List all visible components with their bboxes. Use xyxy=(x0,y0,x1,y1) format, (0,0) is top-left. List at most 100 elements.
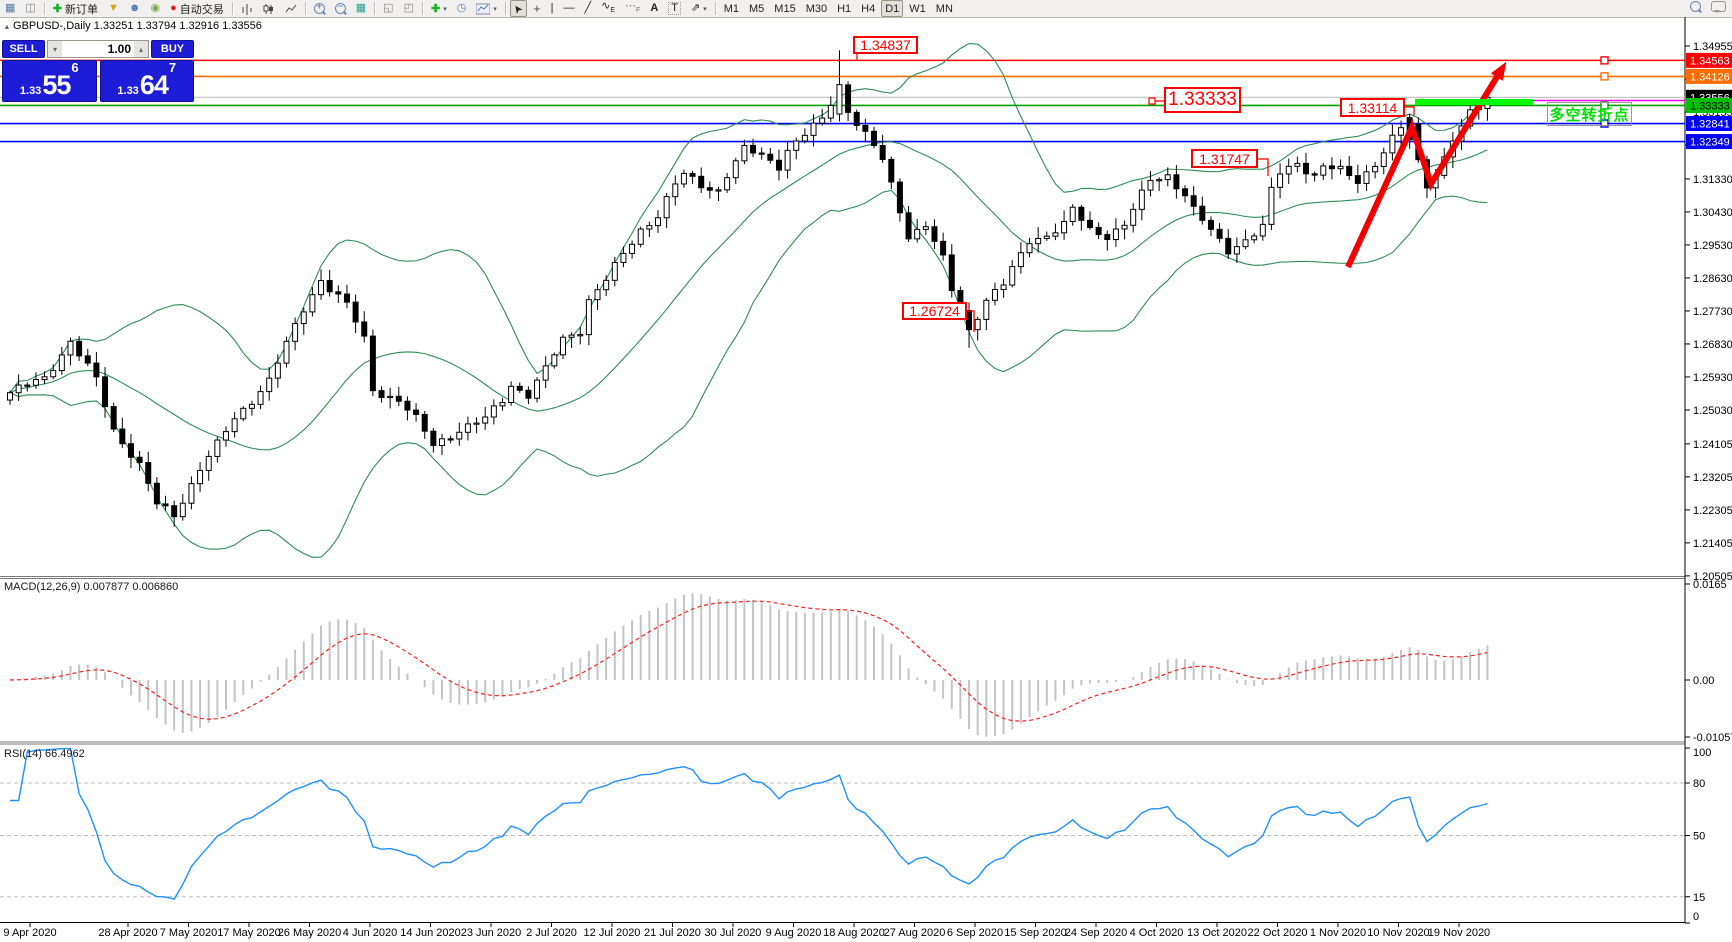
date-tick-label: 21 Jul 2020 xyxy=(644,927,701,939)
timeframe-button-h4[interactable]: H4 xyxy=(861,2,876,15)
horizontal-line-tool-icon[interactable]: — xyxy=(563,2,575,14)
date-tick-label: 30 Jul 2020 xyxy=(705,927,762,939)
timeframe-button-m30[interactable]: M30 xyxy=(805,2,828,15)
svg-text:1.27730: 1.27730 xyxy=(1693,306,1732,318)
date-tick-label: 24 Sep 2020 xyxy=(1065,927,1127,939)
new-chart-icon[interactable]: ▦ xyxy=(5,2,16,14)
line-chart-type-icon[interactable] xyxy=(281,0,301,17)
svg-text:50: 50 xyxy=(1693,831,1705,843)
price-annotation-1_31747[interactable]: 1.31747 xyxy=(1191,149,1258,168)
templates-icon[interactable]: ▾ xyxy=(472,0,501,17)
sell-price[interactable]: 1.33 55 6 xyxy=(2,60,97,102)
zoom-in-icon[interactable]: + xyxy=(310,0,329,17)
timeframe-button-m15[interactable]: M15 xyxy=(774,2,796,15)
buy-price-point: 7 xyxy=(168,60,177,75)
rsi-label: RSI(14) 66.4962 xyxy=(4,748,85,760)
svg-text:0: 0 xyxy=(1693,911,1699,923)
svg-text:1.21405: 1.21405 xyxy=(1693,538,1732,550)
date-tick-label: 26 May 2020 xyxy=(278,927,342,939)
buy-price[interactable]: 1.33 64 7 xyxy=(99,60,194,102)
chart-profiles-icon[interactable]: ◫ xyxy=(25,2,36,14)
date-tick-label: 6 Sep 2020 xyxy=(947,927,1003,939)
date-tick-label: 14 Jun 2020 xyxy=(400,927,461,939)
date-tick-label: 22 Oct 2020 xyxy=(1248,927,1308,939)
volume-decrease-button[interactable]: ▾ xyxy=(48,41,62,57)
buy-price-pips: 64 xyxy=(139,70,169,100)
svg-text:1.32349: 1.32349 xyxy=(1690,137,1730,149)
price-annotation-1_26724[interactable]: 1.26724 xyxy=(902,302,967,320)
svg-text:1.29530: 1.29530 xyxy=(1693,240,1732,252)
toolbar-separator xyxy=(43,2,45,15)
timeframe-button-m5[interactable]: M5 xyxy=(749,2,765,15)
bollinger-bands xyxy=(9,43,1488,558)
macd-label: MACD(12,26,9) 0.007877 0.006860 xyxy=(4,581,179,593)
history-center-icon[interactable]: ▼ xyxy=(108,2,119,14)
crosshair-tool-icon[interactable]: + xyxy=(533,1,541,16)
autotrading-button[interactable]: ● 自动交易 xyxy=(170,2,224,16)
trend-arrow[interactable] xyxy=(1345,61,1507,269)
date-tick-label: 7 May 2020 xyxy=(160,927,217,939)
green-level-bar[interactable] xyxy=(1415,99,1533,105)
chat-icon[interactable] xyxy=(1711,1,1726,13)
svg-text:1.25030: 1.25030 xyxy=(1693,405,1732,417)
fibonacci-tool-icon[interactable]: ⋯F xyxy=(625,0,641,15)
toolbar: ▦ ◫ ✚ 新订单 ▼ ☻ ◉ ● 自动交易 + − ▦ ◱ ◰ ✚ ▾ ◷ ▾ ➤ + | — ╱ ∿E ⋯F A T ⇗ ▾ M1 M5… xyxy=(0,0,1732,18)
volume-input[interactable] xyxy=(62,41,134,57)
svg-text:1.20505: 1.20505 xyxy=(1693,571,1732,583)
bar-chart-type-icon[interactable] xyxy=(237,0,257,17)
svg-text:1.33333: 1.33333 xyxy=(1690,100,1730,112)
date-tick-label: 28 Apr 2020 xyxy=(98,927,157,939)
timeframe-button-d1[interactable]: D1 xyxy=(881,0,904,17)
timeframe-button-mn[interactable]: MN xyxy=(935,2,953,15)
date-tick-label: 4 Oct 2020 xyxy=(1130,927,1184,939)
community-icon[interactable]: ☻ xyxy=(128,2,141,14)
trendline-tool-icon[interactable]: ╱ xyxy=(584,2,592,14)
date-tick-label: 23 Jun 2020 xyxy=(461,927,522,939)
sell-button[interactable]: SELL xyxy=(2,40,45,58)
date-tick-label: 2 Jul 2020 xyxy=(526,927,577,939)
buy-button[interactable]: BUY xyxy=(151,40,194,58)
svg-text:1.24105: 1.24105 xyxy=(1693,439,1732,451)
text-label-tool-icon[interactable]: T xyxy=(664,0,685,17)
timeframe-button-h1[interactable]: H1 xyxy=(837,2,852,15)
timeframe-button-m1[interactable]: M1 xyxy=(723,2,740,15)
cascade-charts-icon[interactable]: ◰ xyxy=(403,2,414,14)
svg-text:1.34563: 1.34563 xyxy=(1690,55,1730,67)
arrows-tool-icon[interactable]: ⇗ ▾ xyxy=(691,2,707,14)
rsi-indicator: 100 80 50 15 0 xyxy=(0,747,1711,924)
arrange-charts-icon[interactable]: ◱ xyxy=(383,2,394,14)
signals-icon[interactable]: ◉ xyxy=(150,2,161,14)
price-annotation-1_34837[interactable]: 1.34837 xyxy=(853,36,918,54)
price-chart-canvas[interactable]: 1.349551.340551.331551.322551.313301.304… xyxy=(0,17,1732,942)
tile-windows-icon[interactable]: ▦ xyxy=(355,2,367,14)
period-clock-icon[interactable]: ◷ xyxy=(456,2,467,14)
zoom-out-icon[interactable]: − xyxy=(331,0,350,17)
date-tick-label: 15 Sep 2020 xyxy=(1004,927,1066,939)
svg-text:1.23205: 1.23205 xyxy=(1693,472,1732,484)
horizontal-lines[interactable] xyxy=(0,56,1685,143)
collapse-panel-icon[interactable]: ▴ xyxy=(5,21,10,31)
add-indicator-button[interactable]: ✚ ▾ xyxy=(430,3,447,15)
svg-text:1.32841: 1.32841 xyxy=(1690,119,1730,131)
date-axis[interactable]: 9 Apr 2020 28 Apr 2020 7 May 2020 17 May 20… xyxy=(3,922,1490,939)
text-tool-icon[interactable]: A xyxy=(650,2,659,14)
svg-text:0.00: 0.00 xyxy=(1693,675,1714,687)
vertical-line-tool-icon[interactable]: | xyxy=(550,2,554,14)
candlestick-type-icon[interactable] xyxy=(259,0,279,17)
timeframe-button-w1[interactable]: W1 xyxy=(909,2,926,15)
cursor-tool-icon[interactable]: ➤ xyxy=(509,0,528,17)
pane-separators xyxy=(0,17,1686,923)
note-box[interactable]: 多空转折点 xyxy=(1547,102,1632,126)
date-tick-label: 18 Aug 2020 xyxy=(823,927,885,939)
price-axis[interactable]: 1.349551.340551.331551.322551.313301.304… xyxy=(1685,41,1732,583)
new-order-button[interactable]: ✚ 新订单 xyxy=(52,3,99,16)
equidistant-channel-tool-icon[interactable]: ∿E xyxy=(601,0,616,15)
toolbar-separator xyxy=(304,2,306,15)
price-annotation-1_33114[interactable]: 1.33114 xyxy=(1340,98,1405,117)
price-annotation-1_33333[interactable]: 1.33333 xyxy=(1164,87,1241,113)
date-tick-label: 1 Nov 2020 xyxy=(1310,927,1366,939)
search-icon[interactable] xyxy=(1690,1,1701,12)
annotation-leaders xyxy=(856,54,1415,332)
volume-increase-button[interactable]: ▴ xyxy=(134,41,148,57)
